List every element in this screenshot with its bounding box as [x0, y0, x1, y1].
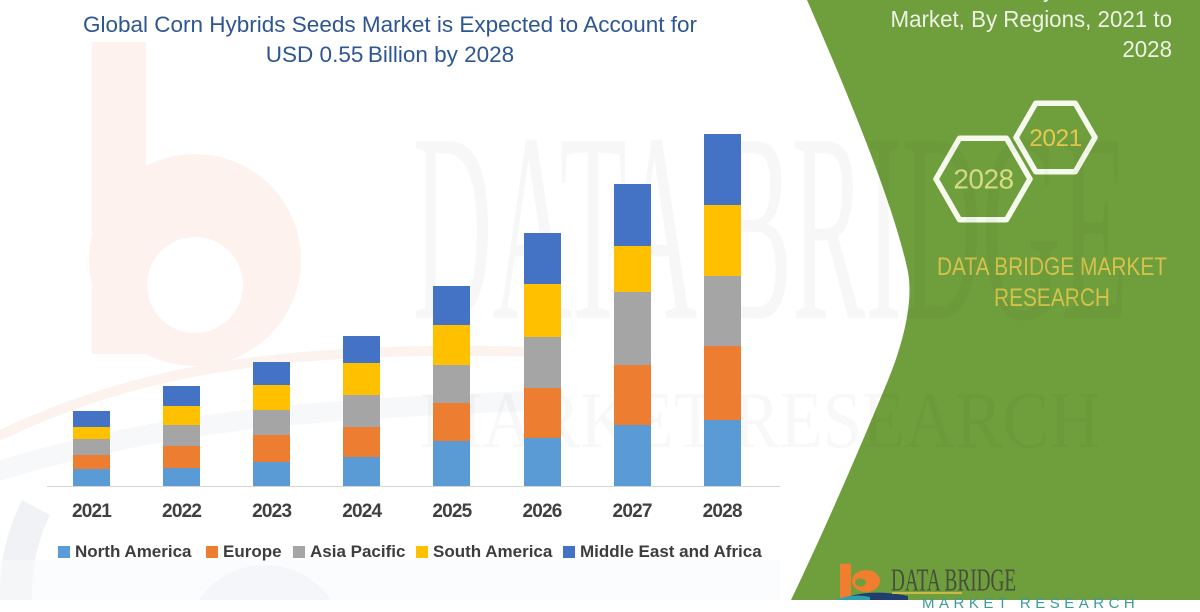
svg-text:2028: 2028 — [953, 164, 1013, 195]
svg-text:2021: 2021 — [1029, 125, 1082, 152]
